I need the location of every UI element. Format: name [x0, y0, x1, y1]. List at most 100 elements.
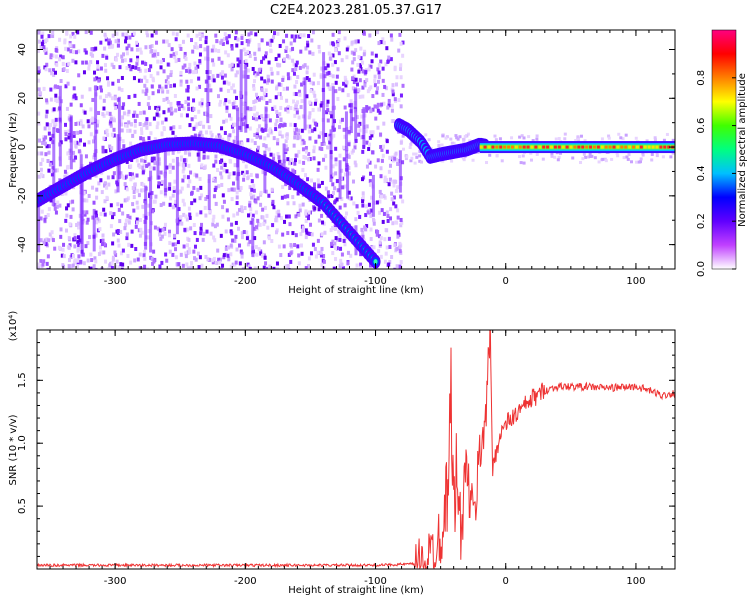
noise-pixel	[276, 151, 280, 156]
noise-pixel	[398, 241, 402, 246]
noise-pixel	[265, 80, 269, 85]
noise-pixel	[343, 172, 347, 177]
noise-pixel	[262, 240, 266, 245]
noise-pixel	[252, 194, 256, 199]
noise-pixel	[73, 34, 77, 39]
noise-pixel	[343, 134, 347, 139]
noise-pixel	[110, 62, 114, 67]
noise-streak	[69, 115, 73, 170]
noise-pixel	[253, 51, 257, 56]
noise-pixel	[200, 33, 204, 38]
noise-pixel	[248, 203, 252, 208]
noise-pixel	[242, 47, 246, 52]
x-tick-label: 100	[626, 276, 645, 287]
noise-pixel	[65, 206, 69, 211]
noise-pixel	[590, 154, 594, 158]
noise-pixel	[72, 131, 76, 136]
noise-pixel	[310, 178, 314, 183]
noise-pixel	[369, 213, 373, 218]
carrier-core	[546, 145, 550, 149]
noise-pixel	[226, 88, 230, 93]
noise-pixel	[279, 253, 283, 258]
noise-pixel	[289, 41, 293, 46]
noise-pixel	[327, 70, 331, 75]
noise-pixel	[395, 75, 399, 80]
noise-pixel	[198, 84, 202, 89]
noise-pixel	[98, 95, 102, 100]
noise-pixel	[199, 210, 203, 215]
noise-pixel	[320, 101, 324, 106]
noise-pixel	[269, 152, 273, 157]
noise-pixel	[556, 158, 560, 162]
noise-pixel	[155, 112, 159, 117]
noise-pixel	[82, 210, 86, 215]
noise-pixel	[103, 46, 107, 51]
x-tick-label: -100	[364, 276, 387, 287]
noise-pixel	[145, 30, 149, 35]
noise-pixel	[169, 196, 173, 201]
noise-pixel	[391, 155, 395, 160]
noise-pixel	[132, 190, 136, 195]
noise-pixel	[188, 62, 192, 67]
noise-pixel	[157, 184, 161, 189]
noise-pixel	[334, 257, 338, 262]
noise-pixel	[81, 60, 85, 65]
noise-pixel	[39, 45, 43, 50]
noise-pixel	[365, 78, 369, 83]
noise-pixel	[249, 192, 253, 197]
noise-pixel	[186, 250, 190, 255]
noise-pixel	[143, 158, 147, 163]
noise-pixel	[386, 105, 390, 110]
noise-pixel	[357, 55, 361, 60]
noise-pixel	[203, 205, 207, 210]
noise-pixel	[169, 111, 173, 116]
carrier-core	[620, 145, 624, 149]
noise-pixel	[419, 160, 423, 164]
noise-pixel	[274, 127, 278, 132]
noise-pixel	[194, 257, 198, 262]
noise-pixel	[153, 161, 157, 166]
noise-pixel	[208, 70, 212, 75]
noise-pixel	[347, 190, 351, 195]
noise-pixel	[94, 233, 98, 238]
noise-pixel	[163, 222, 167, 227]
noise-pixel	[109, 117, 113, 122]
noise-pixel	[226, 253, 230, 258]
noise-pixel	[37, 262, 41, 267]
noise-pixel	[401, 53, 405, 58]
noise-pixel	[273, 105, 277, 110]
noise-pixel	[395, 82, 399, 87]
noise-pixel	[393, 97, 397, 102]
noise-pixel	[195, 212, 199, 217]
noise-pixel	[289, 243, 293, 248]
noise-pixel	[140, 165, 144, 170]
noise-streak	[244, 63, 248, 133]
noise-pixel	[321, 220, 325, 225]
noise-pixel	[211, 58, 215, 63]
noise-pixel	[112, 65, 116, 70]
noise-pixel	[272, 266, 276, 269]
noise-pixel	[220, 165, 224, 170]
noise-pixel	[221, 70, 225, 75]
noise-pixel	[153, 225, 157, 230]
noise-pixel	[351, 148, 355, 153]
noise-pixel	[285, 86, 289, 91]
noise-pixel	[267, 236, 271, 241]
noise-pixel	[82, 261, 86, 266]
noise-pixel	[141, 89, 145, 94]
noise-pixel	[164, 252, 168, 257]
noise-pixel	[325, 110, 329, 115]
noise-pixel	[114, 189, 118, 194]
noise-pixel	[162, 201, 166, 206]
noise-pixel	[314, 139, 318, 144]
noise-pixel	[385, 139, 389, 144]
noise-pixel	[112, 212, 116, 217]
carrier-core	[561, 145, 565, 149]
noise-pixel	[292, 99, 296, 104]
noise-pixel	[173, 203, 177, 208]
noise-pixel	[345, 47, 349, 52]
noise-pixel	[126, 254, 130, 259]
noise-pixel	[160, 86, 164, 91]
noise-pixel	[182, 106, 186, 111]
noise-pixel	[391, 221, 395, 226]
